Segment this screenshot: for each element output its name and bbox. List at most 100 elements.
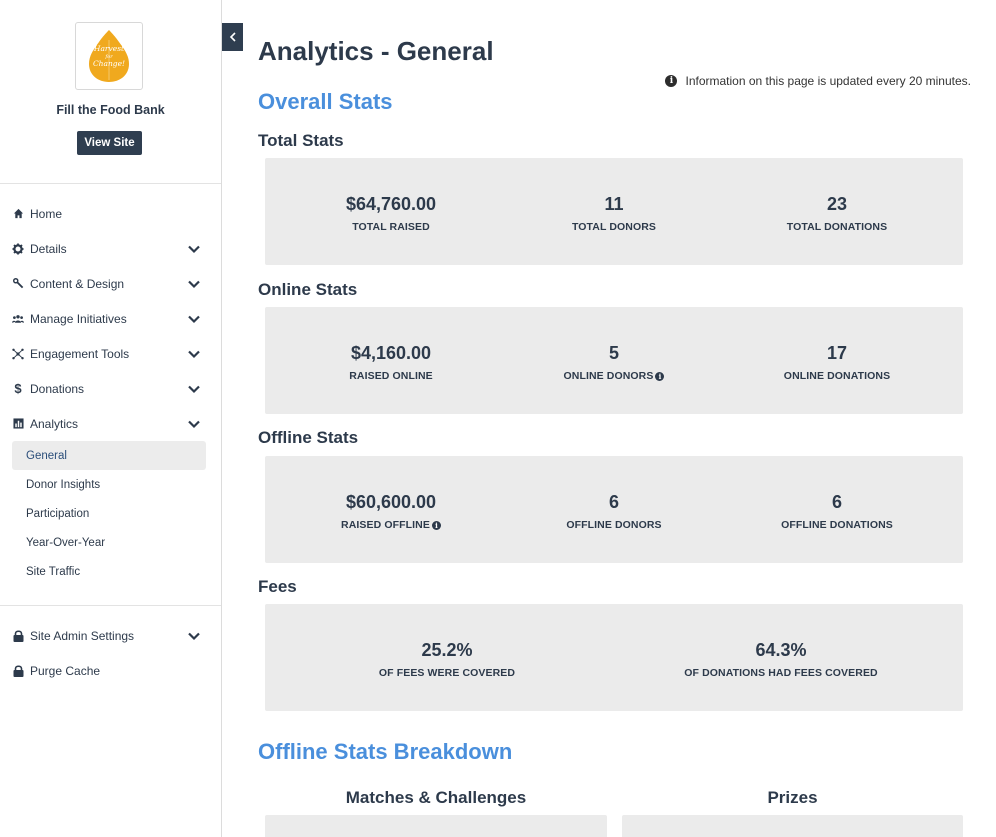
bar-chart-icon [12,418,24,430]
sidebar-item-label: Home [30,206,63,221]
sidebar-subitem-donor-insights[interactable]: Donor Insights [26,478,101,491]
stat-value: 6 [608,492,619,512]
analytics-submenu: General Donor Insights Participation Yea… [0,441,221,586]
stat-raised-offline: $60,600.00 RAISED OFFLINE i [276,492,506,531]
org-name: Fill the Food Bank [56,103,165,117]
stat-online-donors: 5 ONLINE DONORS i [499,343,729,382]
home-icon [12,208,24,220]
sidebar-item-donations[interactable]: $ Donations [0,371,221,406]
stat-value: $60,600.00 [345,492,437,512]
stat-label: RAISED OFFLINE [341,519,430,531]
sidebar-item-label: Details [30,241,67,256]
org-header: Harvest for Change! Fill the Food Bank V… [0,0,221,184]
sidebar-item-engagement-tools[interactable]: Engagement Tools [0,336,221,371]
sidebar-item-label: Content & Design [30,276,125,291]
stat-label: TOTAL RAISED [352,221,430,233]
stat-label-wrap: ONLINE DONORS i [499,370,729,382]
chevron-down-icon[interactable] [187,629,201,643]
sidebar-item-home[interactable]: Home [0,196,221,231]
sidebar-item-purge-cache[interactable]: Purge Cache [0,653,221,688]
sidebar-item-details[interactable]: Details [0,231,221,266]
sidebar-subitem-general[interactable]: General [12,441,206,470]
overall-stats-heading: Overall Stats [258,89,393,114]
stat-total-donations: 23 TOTAL DONATIONS [722,194,952,233]
sidebar-subitem-year-over-year[interactable]: Year-Over-Year [26,536,106,549]
stat-value: 25.2% [421,640,473,660]
sidebar-item-label: Purge Cache [30,663,101,678]
org-logo[interactable]: Harvest for Change! [75,22,143,90]
stat-value: 11 [604,194,624,214]
lock-icon [12,664,24,677]
sidebar-item-content-design[interactable]: Content & Design [0,266,221,301]
stat-label: TOTAL DONATIONS [786,221,888,233]
sidebar-subitem-site-traffic[interactable]: Site Traffic [26,565,81,578]
stat-offline-donors: 6 OFFLINE DONORS [499,492,729,531]
prizes-heading: Prizes [767,788,818,807]
network-icon [12,348,24,360]
stat-value: $64,760.00 [345,194,437,214]
online-stats-heading: Online Stats [258,280,358,299]
stat-label: OFFLINE DONATIONS [781,519,893,531]
stat-label: OF FEES WERE COVERED [378,667,516,679]
logo-text-3: Change! [93,59,125,68]
fees-heading: Fees [258,577,297,596]
sidebar-nav: Home Details Content & Design Manage Ini… [0,196,221,586]
chevron-down-icon[interactable] [187,347,201,361]
offline-breakdown-heading: Offline Stats Breakdown [258,739,513,764]
online-stats-panel: $4,160.00 RAISED ONLINE 5 ONLINE DONORS i… [265,307,963,414]
stat-label: TOTAL DONORS [571,221,657,233]
chevron-down-icon[interactable] [187,242,201,256]
collapse-sidebar-button[interactable] [222,23,243,51]
sidebar-item-label: Analytics [30,416,79,431]
offline-stats-heading: Offline Stats [258,428,359,447]
info-icon[interactable]: i [431,520,441,530]
stat-label-wrap: RAISED OFFLINE i [276,519,506,531]
matches-challenges-heading: Matches & Challenges [345,788,527,807]
chevron-down-icon[interactable] [187,277,201,291]
view-site-button[interactable]: View Site [77,131,142,155]
stat-total-donors: 11 TOTAL DONORS [499,194,729,233]
update-info-text: Information on this page is updated ever… [685,74,971,88]
dollar-icon: $ [14,381,22,396]
stat-fees-covered: 25.2% OF FEES WERE COVERED [332,640,562,679]
page-title: Analytics - General [258,36,494,66]
stat-label: ONLINE DONORS [563,370,654,382]
lock-icon [12,629,24,642]
offline-stats-panel: $60,600.00 RAISED OFFLINE i 6 OFFLINE DON… [265,456,963,563]
info-icon: i [665,75,678,87]
total-stats-panel: $64,760.00 TOTAL RAISED 11 TOTAL DONORS … [265,158,963,265]
chevron-left-icon [229,32,236,42]
stat-value: $4,160.00 [350,343,432,363]
sidebar-subitem-participation[interactable]: Participation [26,507,90,520]
stat-value: 23 [826,194,848,214]
stat-raised-online: $4,160.00 RAISED ONLINE [276,343,506,382]
sidebar-item-label: Site Admin Settings [30,628,135,643]
update-info-note: i Information on this page is updated ev… [665,74,971,88]
stat-donations-fees-covered: 64.3% OF DONATIONS HAD FEES COVERED [666,640,896,679]
total-stats-heading: Total Stats [258,131,344,150]
info-icon[interactable]: i [655,371,665,381]
prizes-panel [622,815,963,837]
sidebar-item-site-admin-settings[interactable]: Site Admin Settings [0,618,221,653]
chevron-down-icon[interactable] [187,312,201,326]
sidebar-item-manage-initiatives[interactable]: Manage Initiatives [0,301,221,336]
fees-panel: 25.2% OF FEES WERE COVERED 64.3% OF DONA… [265,604,963,711]
logo-text-2: for [104,54,113,60]
chevron-down-icon[interactable] [187,417,201,431]
logo-text-1: Harvest [93,44,125,53]
sidebar-item-label: Engagement Tools [30,346,130,361]
users-icon [12,313,24,325]
stat-label: RAISED ONLINE [349,370,433,382]
sidebar-item-label: Manage Initiatives [30,311,127,326]
sidebar: Harvest for Change! Fill the Food Bank V… [0,0,222,837]
chevron-down-icon[interactable] [187,382,201,396]
stat-value: 17 [826,343,848,363]
stat-offline-donations: 6 OFFLINE DONATIONS [722,492,952,531]
stat-online-donations: 17 ONLINE DONATIONS [722,343,952,382]
stat-label: OF DONATIONS HAD FEES COVERED [684,667,878,679]
wrench-icon [12,278,24,290]
stat-value: 6 [831,492,842,512]
stat-label: ONLINE DONATIONS [783,370,891,382]
stat-label: OFFLINE DONORS [566,519,662,531]
sidebar-item-analytics[interactable]: Analytics [0,406,221,441]
